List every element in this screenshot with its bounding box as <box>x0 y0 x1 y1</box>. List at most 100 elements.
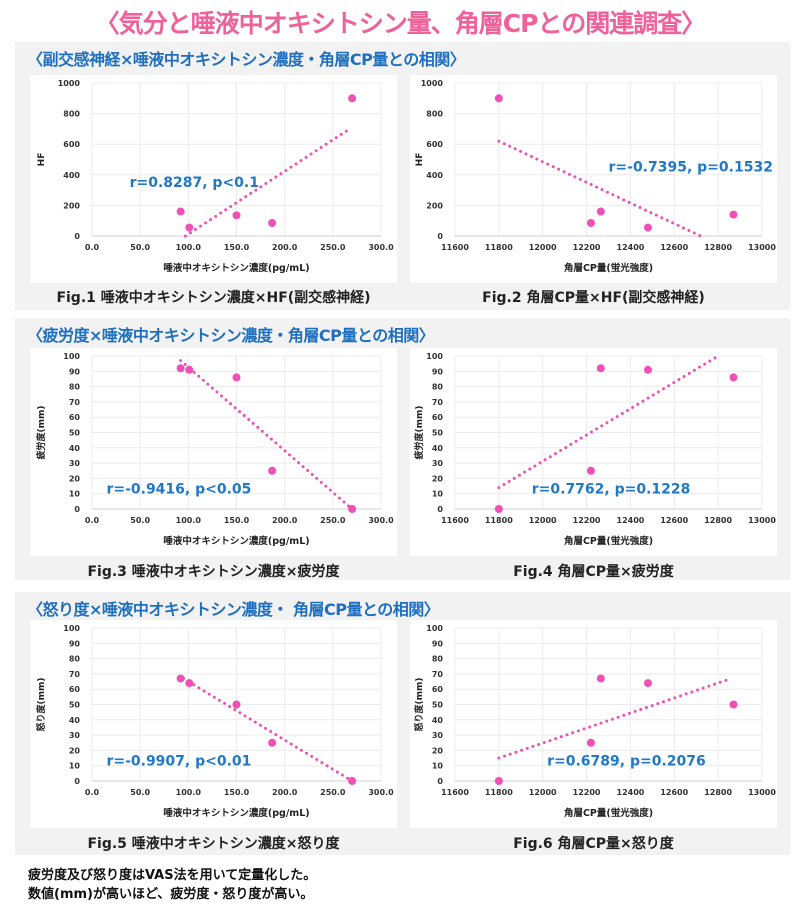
correlation-annotation: r=0.6789, p=0.2076 <box>547 754 706 770</box>
x-tick-label: 0.0 <box>85 243 100 252</box>
trendline <box>183 128 349 238</box>
y-tick-label: 1000 <box>58 79 81 88</box>
y-tick-label: 60 <box>69 413 81 422</box>
scatter-chart: 11600 11800 12000 12200 12400 12600 12800 13000… <box>413 352 776 547</box>
y-tick-label: 200 <box>63 201 80 210</box>
y-tick-label: 100 <box>63 624 80 633</box>
y-tick-label: 20 <box>69 746 81 755</box>
figure-caption: Fig.3 唾液中オキシトシン濃度×疲労度 <box>87 564 340 580</box>
y-tick-label: 80 <box>69 383 81 392</box>
data-point <box>494 94 503 103</box>
x-tick-label: 250.0 <box>320 243 346 252</box>
chart-panel-4: 11600 11800 12000 12200 12400 12600 12800 13000… <box>410 348 777 556</box>
x-axis-label: 唾液中オキシトシン濃度(pg/mL) <box>163 262 309 274</box>
x-tick-label: 12200 <box>573 516 601 525</box>
chart-panel-5: 0.0 50.0 100.0 150.0 200.0 250.0 300.0 0 10 20 30 4… <box>30 620 397 828</box>
y-tick-label: 0 <box>437 232 443 241</box>
x-tick-label: 13000 <box>748 243 776 252</box>
y-tick-label: 90 <box>432 367 444 376</box>
chart-panel-3: 0.0 50.0 100.0 150.0 200.0 250.0 300.0 0 10 20 30 4… <box>30 348 397 556</box>
data-point <box>348 505 357 513</box>
x-tick-label: 300.0 <box>368 516 394 525</box>
y-tick-label: 600 <box>426 140 443 149</box>
scatter-chart: 0.0 50.0 100.0 150.0 200.0 250.0 300.0 0 10 20 30 4… <box>35 624 394 819</box>
y-tick-label: 30 <box>69 731 81 740</box>
data-point <box>586 218 595 227</box>
y-tick-label: 20 <box>69 474 81 483</box>
y-tick-label: 50 <box>69 701 81 710</box>
y-tick-label: 90 <box>69 367 81 376</box>
y-axis-label: HF <box>415 153 425 167</box>
x-tick-label: 12600 <box>660 516 688 525</box>
chart-panel-1: 0.0 50.0 100.0 150.0 200.0 250.0 300.0 0 200 400 6… <box>30 75 397 283</box>
figure-caption: Fig.2 角層CP量×HF(副交感神経) <box>482 290 705 306</box>
y-axis-label: 疲労度(mm) <box>413 406 425 460</box>
x-tick-label: 11600 <box>441 516 469 525</box>
scatter-chart: 11600 11800 12000 12200 12400 12600 12800 13000… <box>415 79 776 274</box>
x-tick-label: 12800 <box>704 516 732 525</box>
y-tick-label: 40 <box>69 444 81 453</box>
data-point <box>232 211 241 220</box>
data-point <box>232 373 241 382</box>
data-point <box>586 466 595 475</box>
y-tick-label: 70 <box>432 670 444 679</box>
x-tick-label: 100.0 <box>176 516 202 525</box>
y-tick-label: 600 <box>63 140 80 149</box>
data-point <box>596 364 605 373</box>
section-heading: 〈怒り度×唾液中オキシトシン濃度・ 角層CP量との相関〉 <box>27 600 440 619</box>
x-tick-label: 11600 <box>441 243 469 252</box>
y-tick-label: 20 <box>432 474 444 483</box>
x-tick-label: 11800 <box>485 243 513 252</box>
data-point <box>268 738 277 747</box>
y-tick-label: 80 <box>432 655 444 664</box>
y-tick-label: 100 <box>426 624 443 633</box>
correlation-annotation: r=-0.9416, p<0.05 <box>106 482 251 498</box>
x-tick-label: 11800 <box>485 516 513 525</box>
y-tick-label: 0 <box>437 777 443 786</box>
figure-caption: Fig.6 角層CP量×怒り度 <box>513 836 674 852</box>
y-tick-label: 70 <box>69 398 81 407</box>
data-point <box>596 674 605 683</box>
x-tick-label: 100.0 <box>176 243 202 252</box>
data-point <box>348 777 357 785</box>
y-tick-label: 40 <box>69 716 81 725</box>
y-axis-label: 怒り度(mm) <box>35 678 47 732</box>
x-tick-label: 12200 <box>573 243 601 252</box>
y-tick-label: 400 <box>63 171 80 180</box>
y-tick-label: 10 <box>69 762 81 771</box>
data-point <box>176 207 185 216</box>
page-title: 〈気分と唾液中オキシトシン量、角層CPとの関連調査〉 <box>94 9 706 38</box>
figure-caption: Fig.4 角層CP量×疲労度 <box>513 564 674 580</box>
x-tick-label: 12600 <box>660 788 688 797</box>
x-tick-label: 11800 <box>485 788 513 797</box>
x-tick-label: 300.0 <box>368 788 394 797</box>
data-point <box>232 700 241 709</box>
x-tick-label: 100.0 <box>176 788 202 797</box>
data-point <box>643 679 652 688</box>
data-point <box>494 505 503 513</box>
scatter-chart: 11600 11800 12000 12200 12400 12600 12800 13000… <box>413 624 776 819</box>
x-tick-label: 200.0 <box>272 243 298 252</box>
y-tick-label: 30 <box>69 459 81 468</box>
footer-note-1: 疲労度及び怒り度はVAS法を用いて定量化した。 <box>28 868 317 883</box>
y-tick-label: 30 <box>432 459 444 468</box>
y-tick-label: 90 <box>432 639 444 648</box>
y-tick-label: 100 <box>426 352 443 361</box>
x-tick-label: 150.0 <box>224 243 250 252</box>
x-tick-label: 0.0 <box>85 788 100 797</box>
y-tick-label: 80 <box>69 655 81 664</box>
data-point <box>185 223 194 232</box>
data-point <box>643 223 652 232</box>
section-heading: 〈副交感神経×唾液中オキシトシン濃度・角層CP量との相関〉 <box>27 50 466 69</box>
data-point <box>729 700 738 709</box>
y-tick-label: 200 <box>426 201 443 210</box>
y-tick-label: 10 <box>432 490 444 499</box>
y-tick-label: 60 <box>432 413 444 422</box>
correlation-annotation: r=0.7762, p=0.1228 <box>532 482 691 498</box>
x-axis-label: 唾液中オキシトシン濃度(pg/mL) <box>163 535 309 547</box>
y-tick-label: 10 <box>432 762 444 771</box>
data-point <box>185 679 194 688</box>
y-tick-label: 90 <box>69 639 81 648</box>
x-tick-label: 250.0 <box>320 516 346 525</box>
x-axis-label: 角層CP量(蛍光強度) <box>564 262 653 274</box>
